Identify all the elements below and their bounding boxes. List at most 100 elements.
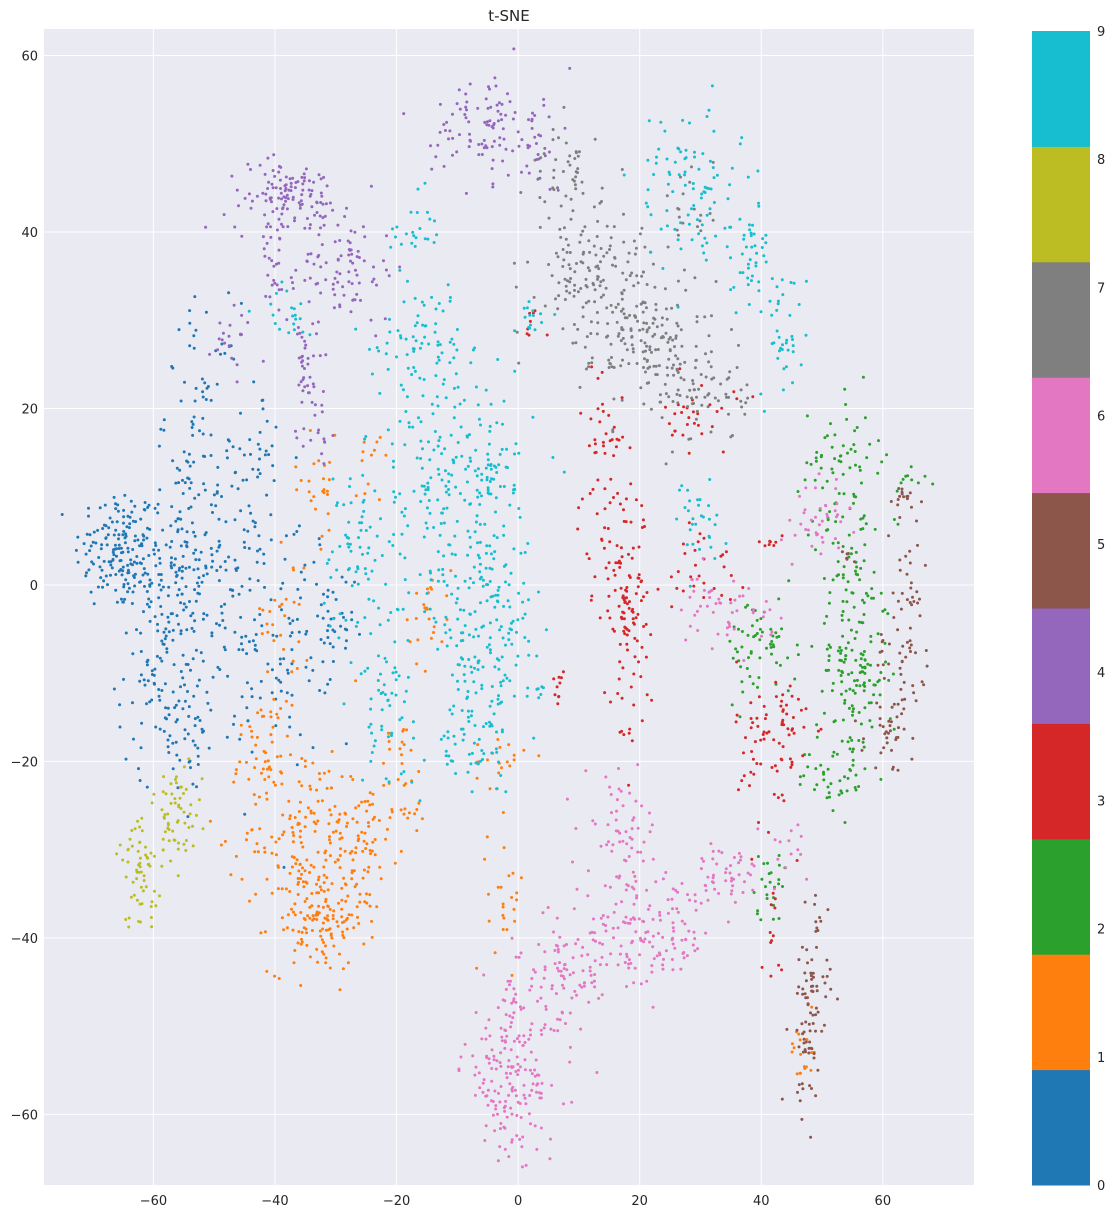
point-class-7: [711, 160, 715, 164]
point-class-1: [275, 755, 279, 759]
point-class-6: [580, 954, 584, 958]
point-class-9: [747, 223, 751, 227]
point-class-1: [311, 914, 315, 918]
point-class-2: [841, 576, 845, 580]
point-class-0: [334, 598, 338, 601]
point-class-9: [433, 430, 437, 433]
point-class-1: [316, 799, 320, 803]
point-class-0: [234, 569, 238, 572]
point-class-7: [579, 260, 583, 264]
point-class-1: [299, 942, 303, 946]
point-class-0: [175, 466, 179, 470]
point-class-9: [497, 463, 501, 467]
point-class-6: [651, 945, 655, 949]
scatter-points: [60, 47, 935, 1169]
point-class-2: [840, 669, 844, 673]
point-class-9: [480, 683, 484, 687]
point-class-1: [400, 740, 404, 744]
point-class-7: [566, 160, 570, 164]
point-class-2: [738, 715, 742, 719]
point-class-1: [340, 898, 344, 902]
point-class-0: [193, 295, 197, 299]
point-class-9: [419, 457, 423, 460]
point-class-6: [616, 963, 620, 967]
point-class-1: [300, 757, 304, 760]
point-class-7: [667, 337, 671, 341]
point-class-3: [757, 695, 761, 699]
point-class-8: [132, 893, 136, 897]
point-class-9: [521, 600, 525, 604]
point-class-6: [510, 1066, 514, 1069]
point-class-2: [810, 644, 814, 648]
point-class-7: [709, 430, 713, 434]
point-class-6: [695, 577, 699, 581]
point-class-5: [823, 981, 827, 985]
point-class-0: [194, 548, 198, 552]
point-class-9: [399, 336, 403, 340]
point-class-6: [804, 528, 808, 531]
point-class-2: [850, 648, 854, 652]
point-class-7: [651, 321, 655, 325]
point-class-9: [753, 244, 757, 248]
point-class-6: [676, 910, 680, 914]
point-class-1: [322, 881, 326, 885]
point-class-5: [879, 751, 883, 755]
point-class-2: [821, 486, 825, 490]
point-class-3: [762, 730, 766, 734]
point-class-0: [242, 453, 246, 457]
point-class-4: [285, 318, 289, 322]
point-class-2: [851, 758, 855, 762]
point-class-4: [525, 164, 529, 168]
point-class-0: [139, 673, 143, 677]
point-class-9: [728, 225, 732, 229]
point-class-0: [202, 482, 206, 486]
point-class-4: [286, 225, 290, 229]
point-class-6: [539, 1028, 543, 1032]
point-class-9: [644, 201, 648, 205]
point-class-1: [388, 816, 392, 820]
point-class-9: [686, 488, 690, 492]
point-class-0: [231, 445, 235, 449]
point-class-6: [729, 892, 733, 896]
point-class-0: [219, 565, 222, 569]
point-class-1: [386, 731, 390, 735]
point-class-7: [547, 216, 551, 220]
point-class-9: [513, 329, 517, 333]
point-class-9: [442, 734, 446, 738]
point-class-2: [879, 591, 883, 595]
point-class-1: [360, 800, 364, 804]
point-class-2: [854, 463, 857, 467]
point-class-0: [179, 517, 183, 521]
point-class-6: [709, 842, 713, 846]
point-class-4: [455, 150, 459, 154]
point-class-4: [303, 385, 307, 389]
point-class-5: [896, 628, 900, 632]
point-class-0: [197, 493, 201, 497]
point-class-7: [576, 154, 580, 158]
point-class-0: [252, 380, 256, 384]
point-class-1: [273, 974, 277, 978]
point-class-2: [766, 861, 769, 865]
point-class-7: [568, 154, 572, 158]
point-class-4: [230, 174, 234, 178]
point-class-1: [315, 947, 319, 951]
point-class-6: [607, 840, 610, 844]
point-class-0: [145, 663, 149, 667]
point-class-9: [458, 402, 462, 406]
point-class-0: [190, 420, 194, 424]
point-class-9: [725, 245, 729, 249]
point-class-0: [192, 551, 196, 555]
point-class-0: [115, 600, 119, 604]
point-class-9: [500, 728, 504, 732]
point-class-4: [297, 201, 301, 205]
point-class-6: [550, 1083, 554, 1087]
point-class-2: [777, 882, 781, 886]
point-class-3: [681, 542, 685, 546]
point-class-4: [291, 287, 295, 290]
point-class-7: [554, 251, 558, 255]
point-class-0: [196, 763, 200, 766]
point-class-1: [312, 495, 316, 499]
point-class-7: [569, 217, 573, 221]
point-class-7: [556, 186, 559, 190]
point-class-0: [121, 600, 125, 604]
